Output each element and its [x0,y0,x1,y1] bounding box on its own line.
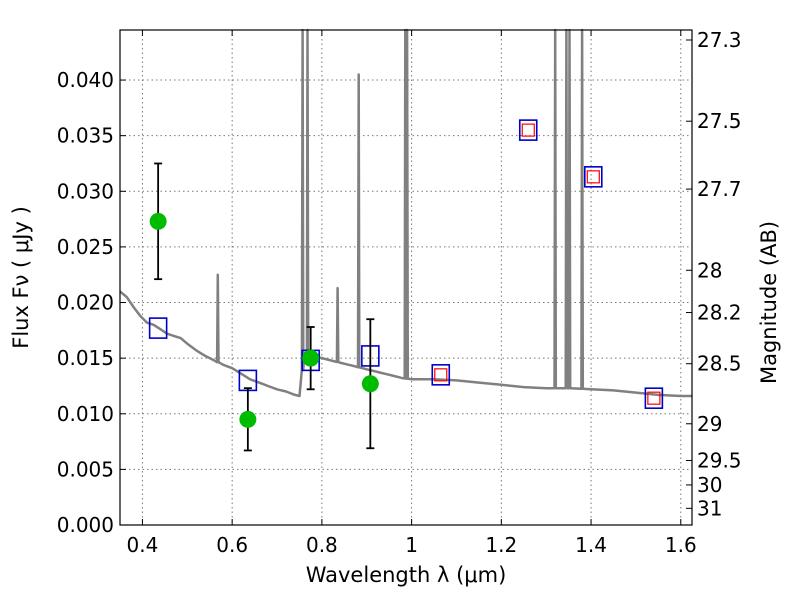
grid-lines [120,30,692,526]
spectrum-series [119,28,692,398]
right-tick-label: 29.5 [697,448,742,472]
spectrum-line [119,28,692,398]
y-tick-label: 0.005 [57,457,114,481]
y-tick-label: 0.015 [57,346,114,370]
observed-point [149,162,167,281]
y-tick-label: 0.010 [57,402,114,426]
y-tick-label: 0.040 [57,68,114,92]
right-tick-label: 27.5 [697,109,742,133]
x-tick-label: 1 [405,533,418,557]
model-point [584,166,603,188]
model-point [431,364,451,386]
observed-marker [302,349,320,367]
right-tick-label: 27.7 [697,177,742,201]
model-square [148,317,168,339]
model-square [644,387,664,409]
model-point [518,119,538,141]
x-tick-label: 0.6 [216,533,248,557]
y-tick-label: 0.000 [57,513,114,537]
x-tick-label: 0.8 [306,533,338,557]
observed-marker [149,212,167,230]
y-tick-label: 0.035 [57,124,114,148]
model-inner-square [647,391,661,405]
model-inner-square [434,368,448,382]
x-axis-ticks: 0.4 0.6 0.8 1 1.2 1.4 1.6 [127,30,697,557]
y-tick-label: 0.025 [57,235,114,259]
observed-marker [361,375,379,393]
right-tick-label: 31 [697,496,722,520]
model-square [584,166,603,188]
y-tick-label: 0.020 [57,291,114,315]
right-tick-label: 27.3 [697,28,742,52]
x-tick-label: 1.4 [575,533,607,557]
x-tick-label: 0.4 [127,533,159,557]
y-axis-label: Flux Fν ( μJy ) [9,206,33,349]
model-inner-square [521,123,535,137]
x-tick-label: 1.6 [665,533,697,557]
model-point [148,317,168,339]
observed-marker [239,410,257,428]
right-tick-label: 28.2 [697,301,742,325]
right-tick-label: 28.5 [697,352,742,376]
x-tick-label: 1.2 [485,533,517,557]
y-axis-ticks: 0.000 0.005 0.010 0.015 0.020 0.025 0.030 0.035… [57,68,126,537]
right-tick-label: 28 [697,258,722,282]
y-tick-label: 0.030 [57,179,114,203]
model-inner-square [586,170,600,184]
right-axis-label: Magnitude (AB) [757,221,781,384]
x-axis-label: Wavelength λ (μm) [306,563,507,587]
right-tick-label: 30 [697,473,722,497]
model-square [518,119,538,141]
observed-photometry-series [149,162,379,452]
right-tick-label: 29 [697,412,722,436]
observed-point [239,387,257,452]
plot-frame [119,29,693,526]
observed-point [302,326,320,391]
observed-point [361,318,379,450]
model-point [644,387,664,409]
model-square [431,364,451,386]
